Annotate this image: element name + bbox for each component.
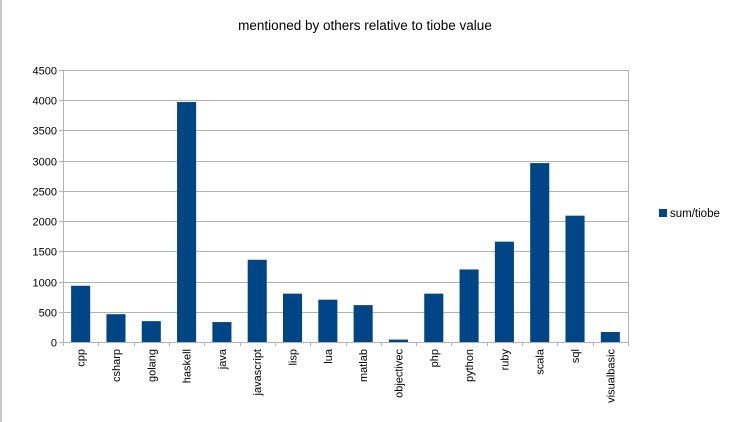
y-tick-label: 500: [39, 308, 57, 320]
y-tick-label: 2500: [33, 187, 57, 199]
bar-sql: [565, 215, 585, 342]
x-tick-label-csharp: csharp: [111, 349, 123, 382]
y-tick-label: 4000: [33, 96, 57, 108]
legend-label: sum/tiobe: [670, 208, 720, 220]
chart-title: mentioned by others relative to tiobe va…: [238, 18, 492, 33]
bar-python: [459, 269, 479, 342]
y-axis-tick-labels: 0 500 1000 1500 2000 2500 3000 3500 4000 4500: [33, 66, 57, 350]
bar-scala: [530, 163, 550, 342]
axes: [63, 70, 629, 346]
bar-csharp: [106, 314, 126, 342]
x-tick-label-sql: sql: [570, 349, 582, 363]
bar-php: [424, 293, 444, 342]
y-tick-label: 1500: [33, 247, 57, 259]
y-tick-label: 1000: [33, 278, 57, 290]
x-tick-label-visualbasic: visualbasic: [605, 349, 617, 403]
y-tick-label: 0: [51, 338, 57, 350]
x-axis-tick-labels: cpp csharp golang haskell java javascript lisp…: [76, 348, 618, 403]
x-tick-label-matlab: matlab: [358, 349, 370, 382]
x-tick-label-lisp: lisp: [288, 349, 300, 366]
bar-cpp: [71, 285, 91, 342]
left-edge-rule: [0, 0, 2, 422]
bar-lisp: [282, 293, 303, 342]
x-tick-label-golang: golang: [146, 349, 158, 382]
bar-haskell: [177, 102, 197, 342]
x-tick-label-ruby: ruby: [499, 349, 511, 371]
bar-ruby: [494, 241, 514, 342]
bars: [71, 102, 620, 342]
bar-objectivec: [388, 339, 409, 342]
bar-visualbasic: [600, 332, 620, 342]
x-tick-label-objectivec: objectivec: [393, 349, 405, 398]
x-tick-label-php: php: [429, 349, 441, 367]
bar-lua: [318, 299, 338, 342]
x-tick-label-haskell: haskell: [182, 349, 194, 383]
y-tick-label: 4500: [33, 66, 57, 78]
bar-javascript: [247, 259, 267, 342]
x-tick-label-lua: lua: [323, 348, 335, 364]
x-tick-label-scala: scala: [535, 348, 547, 375]
bar-golang: [141, 321, 161, 342]
x-tick-label-java: java: [217, 348, 229, 370]
y-tick-label: 3000: [33, 157, 57, 169]
legend: sum/tiobe: [659, 208, 720, 220]
y-tick-label: 2000: [33, 217, 57, 229]
y-tick-label: 3500: [33, 126, 57, 138]
x-tick-label-javascript: javascript: [252, 349, 264, 396]
x-tick-label-cpp: cpp: [76, 349, 88, 367]
legend-swatch: [659, 209, 667, 217]
bar-matlab: [353, 305, 373, 342]
x-tick-label-python: python: [464, 349, 476, 382]
bar-java: [212, 322, 232, 342]
